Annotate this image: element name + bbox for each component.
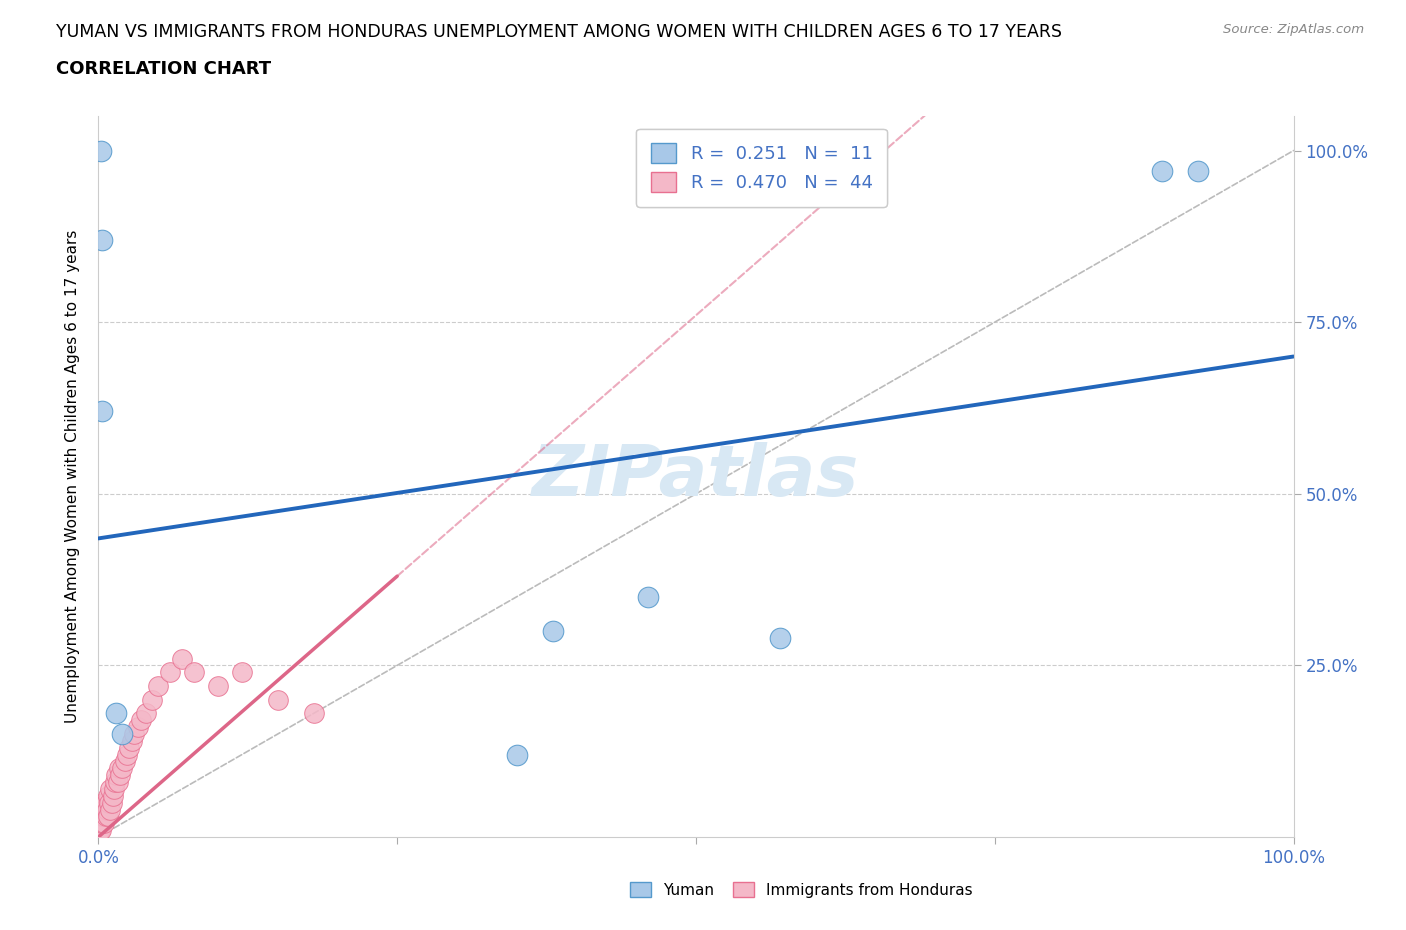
Point [267, 692, 290, 707]
Point [90, 143, 112, 158]
Point [97, 809, 120, 824]
Point [103, 781, 125, 796]
Point [101, 789, 124, 804]
Point [127, 720, 149, 735]
Point [231, 665, 253, 680]
Point [115, 747, 138, 762]
Point [93, 816, 115, 830]
Point [91, 232, 114, 247]
Point [107, 775, 129, 790]
Point [183, 665, 205, 680]
Point [90, 809, 112, 824]
Legend: R =  0.251   N =  11, R =  0.470   N =  44: R = 0.251 N = 11, R = 0.470 N = 44 [637, 129, 887, 206]
Point [141, 692, 163, 707]
Text: ZIPatlas: ZIPatlas [533, 442, 859, 512]
Point [111, 726, 134, 741]
Point [98, 802, 122, 817]
Point [124, 726, 146, 741]
Point [131, 713, 153, 728]
Point [89, 823, 111, 838]
Y-axis label: Unemployment Among Women with Children Ages 6 to 17 years: Unemployment Among Women with Children A… [65, 230, 80, 724]
Point [1152, 164, 1174, 179]
Point [541, 624, 564, 639]
Point [302, 706, 325, 721]
Point [91, 809, 114, 824]
Point [96, 802, 118, 817]
Point [111, 761, 134, 776]
Point [94, 795, 117, 810]
Point [118, 740, 141, 755]
Point [100, 795, 122, 810]
Point [93, 802, 115, 817]
Point [114, 754, 136, 769]
Point [148, 679, 170, 694]
Point [768, 631, 790, 645]
Point [1187, 164, 1209, 179]
Point [506, 747, 529, 762]
Point [91, 795, 114, 810]
Legend: Yuman, Immigrants from Honduras: Yuman, Immigrants from Honduras [624, 875, 979, 904]
Point [159, 665, 181, 680]
Point [98, 781, 122, 796]
Point [107, 761, 129, 776]
Point [105, 706, 128, 721]
Point [89, 816, 111, 830]
Point [637, 590, 659, 604]
Point [121, 734, 143, 749]
Text: YUMAN VS IMMIGRANTS FROM HONDURAS UNEMPLOYMENT AMONG WOMEN WITH CHILDREN AGES 6 : YUMAN VS IMMIGRANTS FROM HONDURAS UNEMPL… [56, 23, 1063, 41]
Text: Source: ZipAtlas.com: Source: ZipAtlas.com [1223, 23, 1364, 36]
Point [104, 775, 127, 790]
Point [98, 795, 121, 810]
Point [91, 816, 114, 830]
Point [91, 404, 114, 418]
Point [90, 823, 112, 838]
Text: CORRELATION CHART: CORRELATION CHART [56, 60, 271, 78]
Point [97, 789, 120, 804]
Point [105, 768, 128, 783]
Point [135, 706, 157, 721]
Point [108, 768, 131, 783]
Point [172, 651, 194, 666]
Point [91, 802, 114, 817]
Point [207, 679, 229, 694]
Point [94, 809, 117, 824]
